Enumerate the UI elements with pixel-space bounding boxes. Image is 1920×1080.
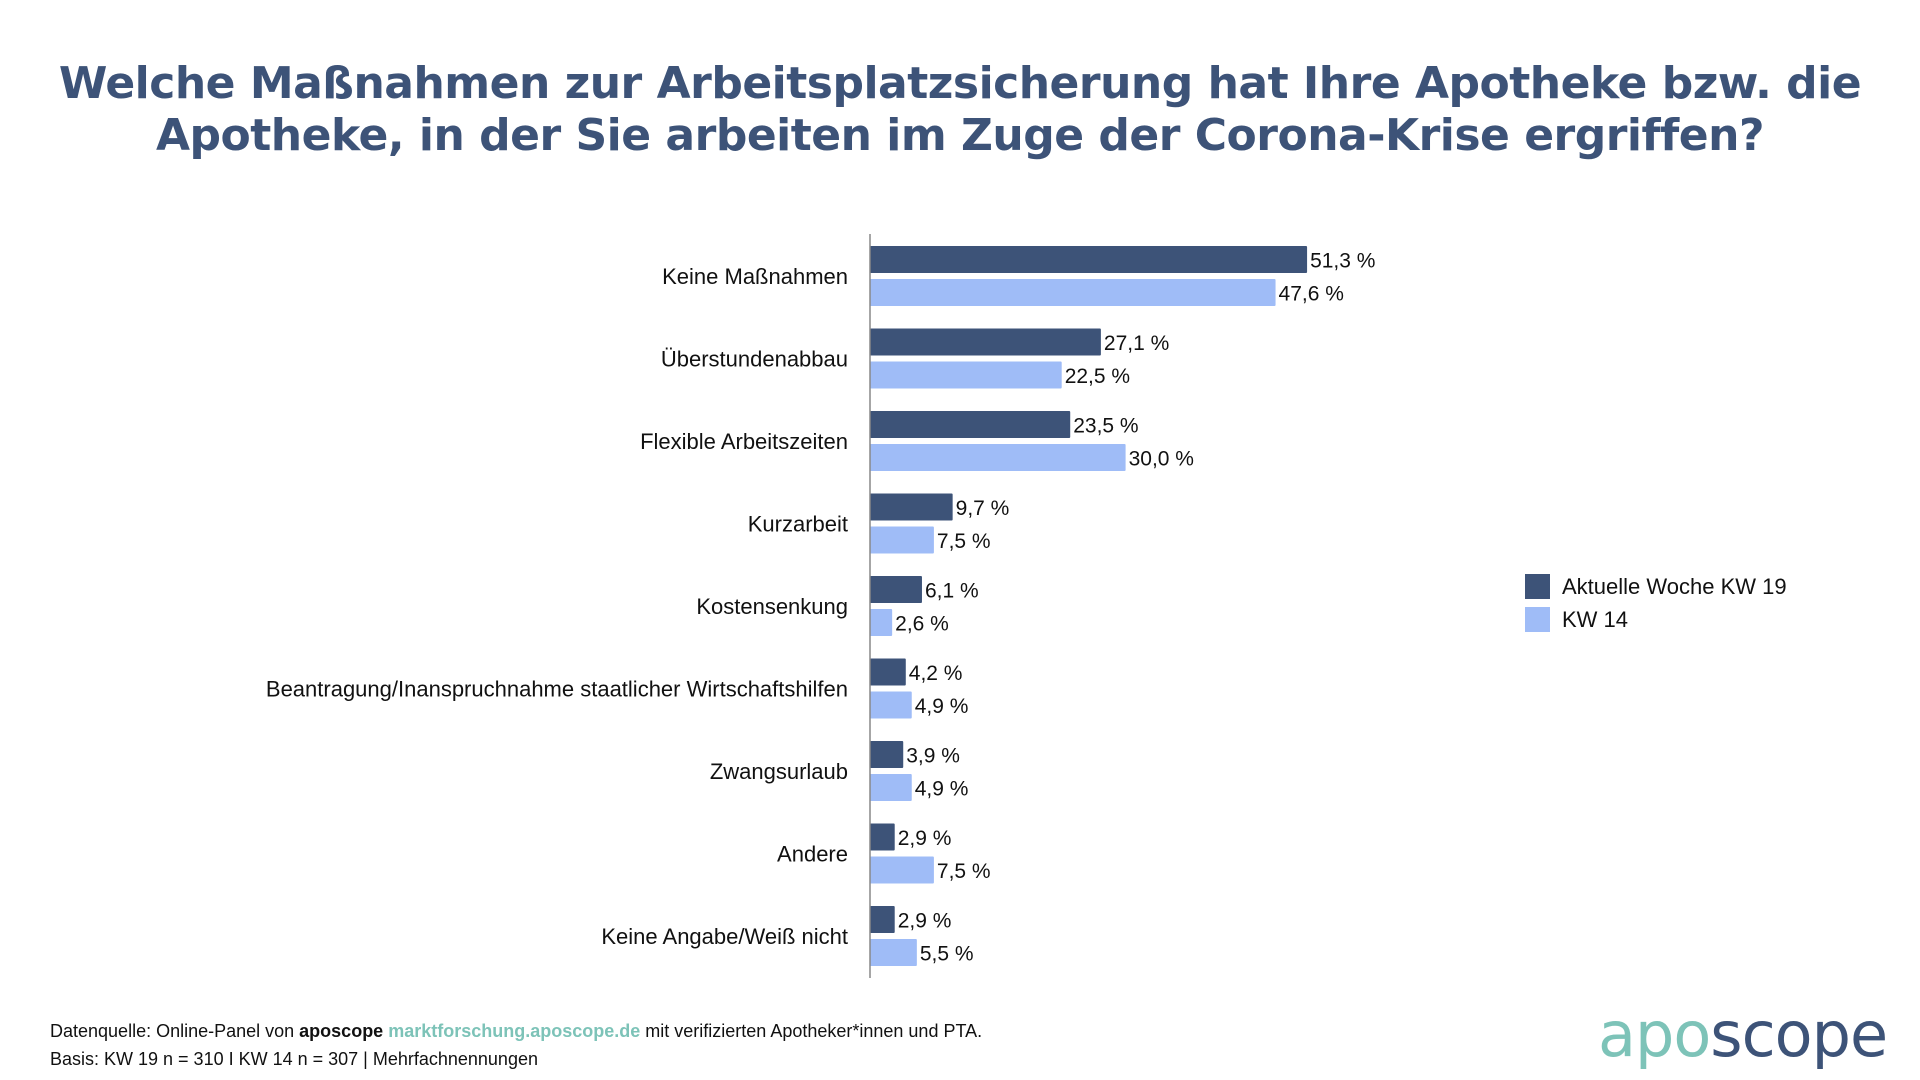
data-label: 6,1 % xyxy=(925,580,979,603)
bar-previous xyxy=(870,691,912,719)
bar-current xyxy=(870,906,895,933)
bar-previous xyxy=(870,444,1126,471)
chart-title-line-1: Welche Maßnahmen zur Arbeitsplatzsicheru… xyxy=(58,58,1862,109)
bar-current xyxy=(870,246,1308,273)
data-label: 2,9 % xyxy=(898,827,952,850)
legend-swatch-previous xyxy=(1525,607,1550,632)
category-label: Kostensenkung xyxy=(696,594,848,619)
category-label: Andere xyxy=(777,842,848,867)
bar-current xyxy=(870,741,904,768)
data-label: 2,6 % xyxy=(895,613,949,636)
data-label: 7,5 % xyxy=(937,860,991,883)
data-label: 22,5 % xyxy=(1065,365,1130,388)
category-label: Flexible Arbeitszeiten xyxy=(640,429,848,454)
data-label: 2,9 % xyxy=(898,910,952,933)
source-suffix: mit verifizierten Apotheker*innen und PT… xyxy=(640,1021,983,1041)
chart-title-line-2: Apotheke, in der Sie arbeiten im Zuge de… xyxy=(155,110,1765,161)
logo-part-apo: apo xyxy=(1598,998,1711,1071)
data-label: 51,3 % xyxy=(1310,250,1375,273)
bar-previous xyxy=(870,526,934,554)
bar-previous xyxy=(870,856,934,884)
bar-previous xyxy=(870,774,912,801)
bar-current xyxy=(870,658,906,686)
footer-source-line: Datenquelle: Online-Panel von aposcope m… xyxy=(50,1017,982,1045)
chart-title: Welche Maßnahmen zur Arbeitsplatzsicheru… xyxy=(0,58,1920,162)
source-link[interactable]: marktforschung.aposcope.de xyxy=(388,1021,641,1041)
data-label: 47,6 % xyxy=(1279,283,1344,306)
bar-previous xyxy=(870,279,1276,306)
data-label: 9,7 % xyxy=(956,497,1010,520)
bar-previous xyxy=(870,609,893,636)
category-label: Überstundenabbau xyxy=(661,347,848,372)
bar-current xyxy=(870,411,1071,438)
data-label: 30,0 % xyxy=(1129,448,1194,471)
data-label: 3,9 % xyxy=(906,745,960,768)
aposcope-logo: aposcope xyxy=(1598,998,1888,1071)
category-label: Beantragung/Inanspruchnahme staatlicher … xyxy=(266,677,848,702)
category-label: Keine Angabe/Weiß nicht xyxy=(601,924,848,949)
bar-previous xyxy=(870,939,917,966)
data-label: 27,1 % xyxy=(1104,332,1169,355)
bar-current xyxy=(870,328,1101,356)
source-brand: aposcope xyxy=(299,1021,384,1041)
source-prefix: Datenquelle: Online-Panel von xyxy=(50,1021,300,1041)
legend: Aktuelle Woche KW 19 KW 14 xyxy=(1525,570,1787,636)
legend-item-current: Aktuelle Woche KW 19 xyxy=(1525,570,1787,603)
bar-current xyxy=(870,493,953,521)
data-label: 4,9 % xyxy=(915,778,969,801)
legend-item-previous: KW 14 xyxy=(1525,603,1787,636)
legend-swatch-current xyxy=(1525,574,1550,599)
bar-chart: Keine Maßnahmen 51,3 % 47,6 % Überstundenab… xyxy=(266,234,1375,978)
data-label: 7,5 % xyxy=(937,530,991,553)
legend-label-previous: KW 14 xyxy=(1562,606,1629,632)
bar-current xyxy=(870,823,895,851)
bar-previous xyxy=(870,361,1062,389)
footer: Datenquelle: Online-Panel von aposcope m… xyxy=(50,1017,982,1073)
data-label: 5,5 % xyxy=(920,943,974,966)
data-label: 4,9 % xyxy=(915,695,969,718)
data-label: 4,2 % xyxy=(909,662,963,685)
category-label: Keine Maßnahmen xyxy=(662,264,848,289)
logo-part-scope: scope xyxy=(1710,998,1888,1071)
data-label: 23,5 % xyxy=(1073,415,1138,438)
legend-label-current: Aktuelle Woche KW 19 xyxy=(1562,573,1787,599)
bar-current xyxy=(870,576,922,603)
footer-basis-line: Basis: KW 19 n = 310 I KW 14 n = 307 | M… xyxy=(50,1049,538,1069)
category-label: Kurzarbeit xyxy=(748,512,848,537)
category-label: Zwangsurlaub xyxy=(710,759,848,784)
